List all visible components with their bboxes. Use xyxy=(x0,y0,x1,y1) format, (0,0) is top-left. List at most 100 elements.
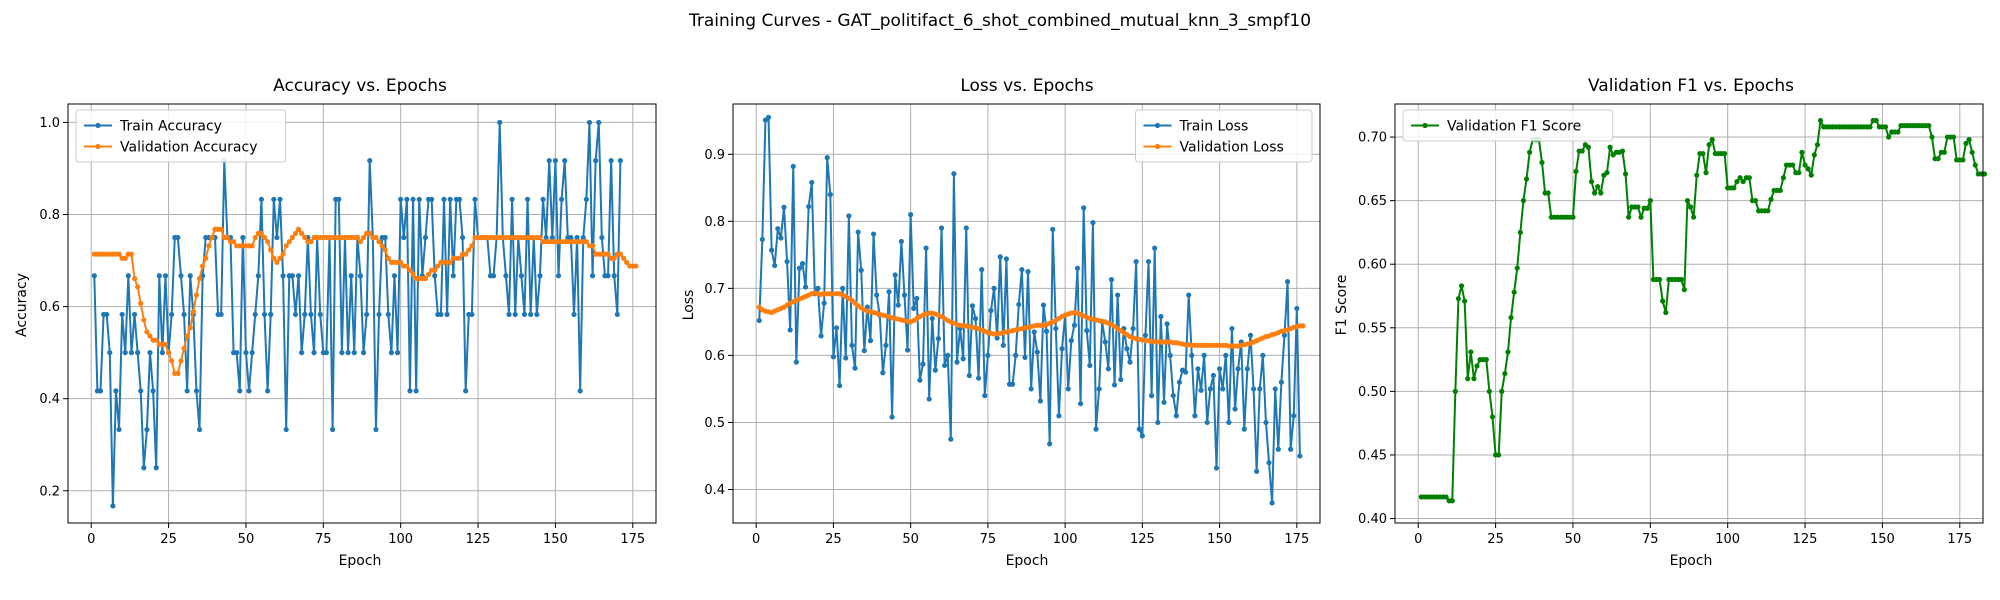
f1-plot-data-point xyxy=(1483,357,1489,363)
accuracy-plot-data-point xyxy=(280,273,286,279)
accuracy-plot-data-point xyxy=(586,119,593,126)
f1-plot-data-point xyxy=(1731,185,1737,191)
accuracy-plot-data-point xyxy=(450,273,456,279)
accuracy-plot-data-point xyxy=(144,426,150,433)
loss-plot-series-1 xyxy=(756,114,1303,506)
accuracy-plot-data-point xyxy=(265,239,271,245)
accuracy-plot-data-point xyxy=(91,273,97,279)
loss-plot-data-point xyxy=(1115,292,1121,298)
f1-plot-data-point xyxy=(1799,149,1805,155)
f1-plot-data-point xyxy=(1740,178,1746,185)
accuracy-plot-data-point xyxy=(605,273,611,279)
accuracy-plot-data-point xyxy=(175,370,181,376)
f1-plot-data-point xyxy=(1951,134,1957,140)
loss-plot-data-point xyxy=(982,393,988,399)
loss-plot-data-point xyxy=(1266,460,1272,466)
accuracy-plot-xtick-label: 175 xyxy=(620,532,645,547)
f1-plot-data-point xyxy=(1886,134,1892,140)
loss-plot: Loss vs. Epochs Epoch Loss 0 25 50 75 100 125… xyxy=(681,76,1321,569)
f1-plot-data-point xyxy=(1622,171,1629,177)
loss-plot-data-point xyxy=(938,225,945,231)
f1-plot-data-point xyxy=(1802,162,1808,168)
accuracy-plot-xtick-label: 0 xyxy=(87,532,95,547)
loss-plot-data-point xyxy=(883,342,889,348)
accuracy-plot-data-point xyxy=(175,234,181,241)
loss-plot-data-point xyxy=(1031,329,1037,335)
accuracy-plot-data-point xyxy=(218,311,224,318)
loss-plot-series-2 xyxy=(756,290,1306,349)
f1-plot-data-point xyxy=(1814,142,1821,148)
accuracy-plot-data-point xyxy=(218,226,224,232)
f1-plot-data-point xyxy=(1681,287,1687,293)
loss-plot-data-point xyxy=(1053,325,1059,332)
f1-plot-grid xyxy=(1395,104,1983,523)
f1-plot: Validation F1 vs. Epochs Epoch F1 Score … xyxy=(1334,76,1988,569)
accuracy-plot-data-point xyxy=(357,239,364,245)
accuracy-plot-legend-marker xyxy=(95,122,101,129)
accuracy-plot-data-point xyxy=(574,234,580,241)
accuracy-plot-data-point xyxy=(394,350,401,356)
accuracy-plot-data-point xyxy=(422,275,429,282)
accuracy-plot-data-point xyxy=(323,350,330,356)
f1-plot-xtick-label: 0 xyxy=(1414,532,1422,547)
f1-plot-data-point xyxy=(1963,140,1969,147)
accuracy-plot-data-point xyxy=(289,234,295,241)
f1-plot-data-point xyxy=(1527,149,1533,155)
loss-plot-data-point xyxy=(1022,354,1028,361)
accuracy-plot-data-point xyxy=(447,196,453,202)
loss-plot-xlabel: Epoch xyxy=(1006,553,1049,569)
f1-plot-data-point xyxy=(1867,124,1873,130)
accuracy-plot-data-point xyxy=(97,388,104,394)
accuracy-plot-data-point xyxy=(391,273,398,279)
loss-plot-data-point xyxy=(1152,245,1158,251)
accuracy-plot-data-point xyxy=(271,255,277,261)
loss-plot-data-point xyxy=(803,284,809,290)
loss-plot-data-point xyxy=(1164,321,1170,327)
accuracy-plot-data-point xyxy=(364,311,370,318)
accuracy-plot-data-point xyxy=(583,196,589,202)
loss-plot-data-point xyxy=(904,347,911,353)
loss-plot-data-point xyxy=(923,245,929,251)
accuracy-plot-data-point xyxy=(156,273,162,279)
f1-plot-xtick-label: 150 xyxy=(1870,532,1895,547)
loss-plot-data-point xyxy=(1278,379,1284,385)
loss-plot-data-point xyxy=(898,238,904,245)
accuracy-plot-data-point xyxy=(617,251,624,257)
loss-plot-data-point xyxy=(1232,406,1238,412)
accuracy-plot-data-point xyxy=(360,234,367,241)
loss-plot-data-point xyxy=(827,191,833,198)
loss-plot-data-point xyxy=(1145,258,1152,265)
accuracy-plot-data-point xyxy=(119,311,125,318)
accuracy-plot-data-point xyxy=(135,284,141,290)
accuracy-plot-data-point xyxy=(376,239,382,245)
accuracy-plot-data-point xyxy=(357,273,364,279)
loss-plot-legend-label: Train Loss xyxy=(1179,119,1249,135)
accuracy-plot-data-point xyxy=(252,234,258,241)
f1-plot-data-point xyxy=(1607,144,1613,150)
loss-plot-data-point xyxy=(948,436,954,442)
loss-plot-data-point xyxy=(1019,266,1025,273)
loss-plot-data-point xyxy=(759,236,765,243)
accuracy-plot-data-point xyxy=(292,311,299,318)
loss-plot-data-point xyxy=(846,213,852,219)
accuracy-plot-data-point xyxy=(277,196,283,202)
loss-plot-data-point xyxy=(1281,332,1288,338)
f1-plot-data-point xyxy=(1780,175,1786,181)
accuracy-plot-data-point xyxy=(258,230,265,236)
loss-plot-data-point xyxy=(1037,398,1043,404)
loss-plot-data-point xyxy=(1047,441,1053,447)
loss-plot-data-point xyxy=(1127,359,1133,365)
loss-plot-data-point xyxy=(911,305,917,312)
loss-plot-data-point xyxy=(1297,453,1303,459)
accuracy-plot-series-1 xyxy=(91,119,624,509)
accuracy-plot-data-point xyxy=(537,273,543,279)
accuracy-plot-data-point xyxy=(463,251,469,257)
loss-plot-data-point xyxy=(1241,426,1247,432)
f1-plot-data-point xyxy=(1455,295,1462,302)
accuracy-plot-data-point xyxy=(169,311,175,318)
loss-plot-data-point xyxy=(830,354,837,360)
loss-plot-data-point xyxy=(1207,386,1213,392)
loss-plot-data-point xyxy=(1040,302,1047,308)
accuracy-plot-data-point xyxy=(147,350,153,356)
f1-plot-data-point xyxy=(1474,363,1480,369)
